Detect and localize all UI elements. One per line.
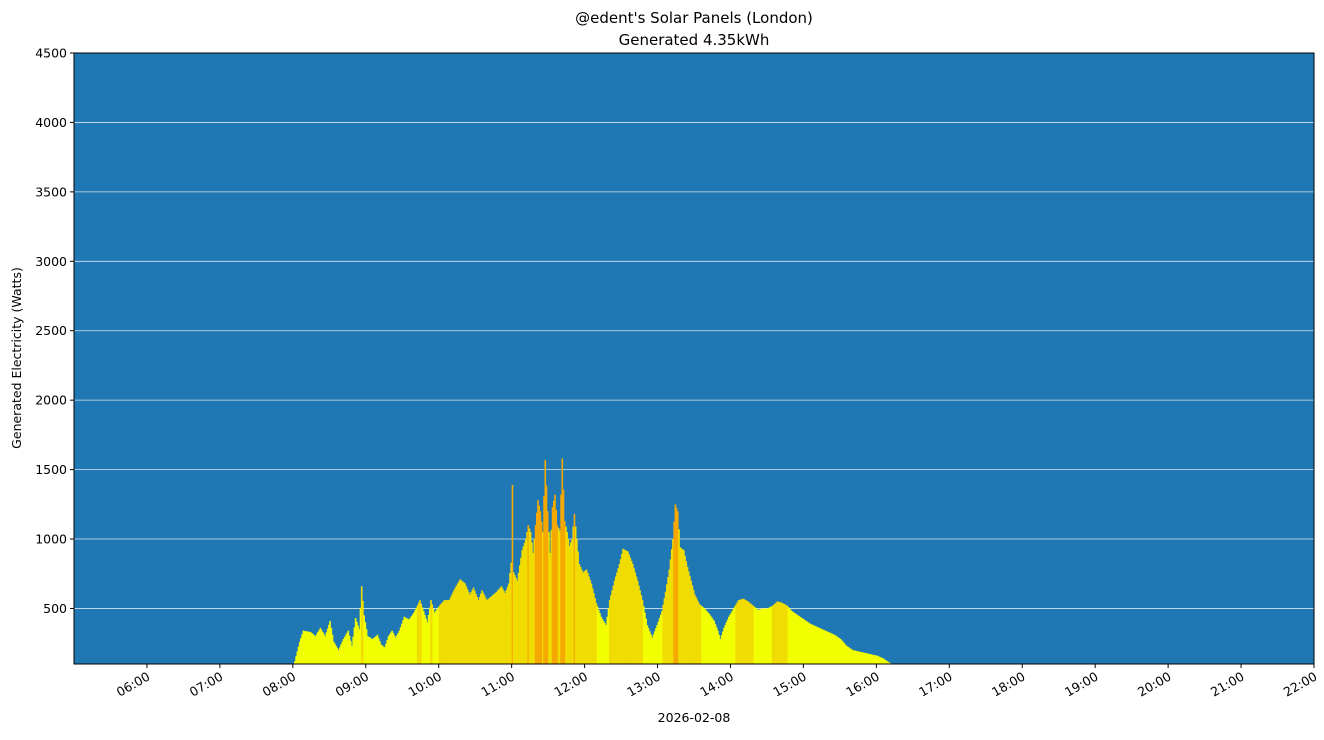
y-tick-label: 3500	[35, 184, 67, 199]
chart-title: @edent's Solar Panels (London)	[575, 9, 813, 27]
x-tick-label: 15:00	[770, 669, 809, 700]
x-tick-label: 10:00	[405, 669, 444, 700]
y-tick-label: 500	[43, 601, 67, 616]
x-tick-label: 12:00	[551, 669, 590, 700]
plot-area	[74, 53, 1314, 664]
x-tick-label: 16:00	[843, 669, 882, 700]
x-tick-label: 19:00	[1062, 669, 1101, 700]
x-tick-label: 14:00	[697, 669, 736, 700]
x-tick-label: 06:00	[114, 669, 153, 700]
x-tick-label: 21:00	[1208, 669, 1247, 700]
y-tick-label: 1500	[35, 462, 67, 477]
y-tick-label: 4000	[35, 115, 67, 130]
x-tick-label: 22:00	[1281, 669, 1320, 700]
x-tick-label: 18:00	[989, 669, 1028, 700]
y-tick-label: 4500	[35, 46, 67, 61]
x-tick-label: 17:00	[916, 669, 955, 700]
x-axis-label: 2026-02-08	[658, 710, 731, 725]
x-tick-label: 20:00	[1135, 669, 1174, 700]
chart-subtitle: Generated 4.35kWh	[619, 31, 770, 49]
x-tick-label: 08:00	[260, 669, 299, 700]
y-tick-label: 2000	[35, 393, 67, 408]
x-tick-label: 07:00	[187, 669, 226, 700]
y-tick-label: 2500	[35, 323, 67, 338]
x-tick-label: 11:00	[478, 669, 517, 700]
y-axis-label: Generated Electricity (Watts)	[9, 267, 24, 449]
plot-background	[74, 53, 1314, 664]
y-tick-label: 3000	[35, 254, 67, 269]
y-tick-label: 1000	[35, 532, 67, 547]
x-tick-label: 09:00	[333, 669, 372, 700]
x-tick-label: 13:00	[624, 669, 663, 700]
